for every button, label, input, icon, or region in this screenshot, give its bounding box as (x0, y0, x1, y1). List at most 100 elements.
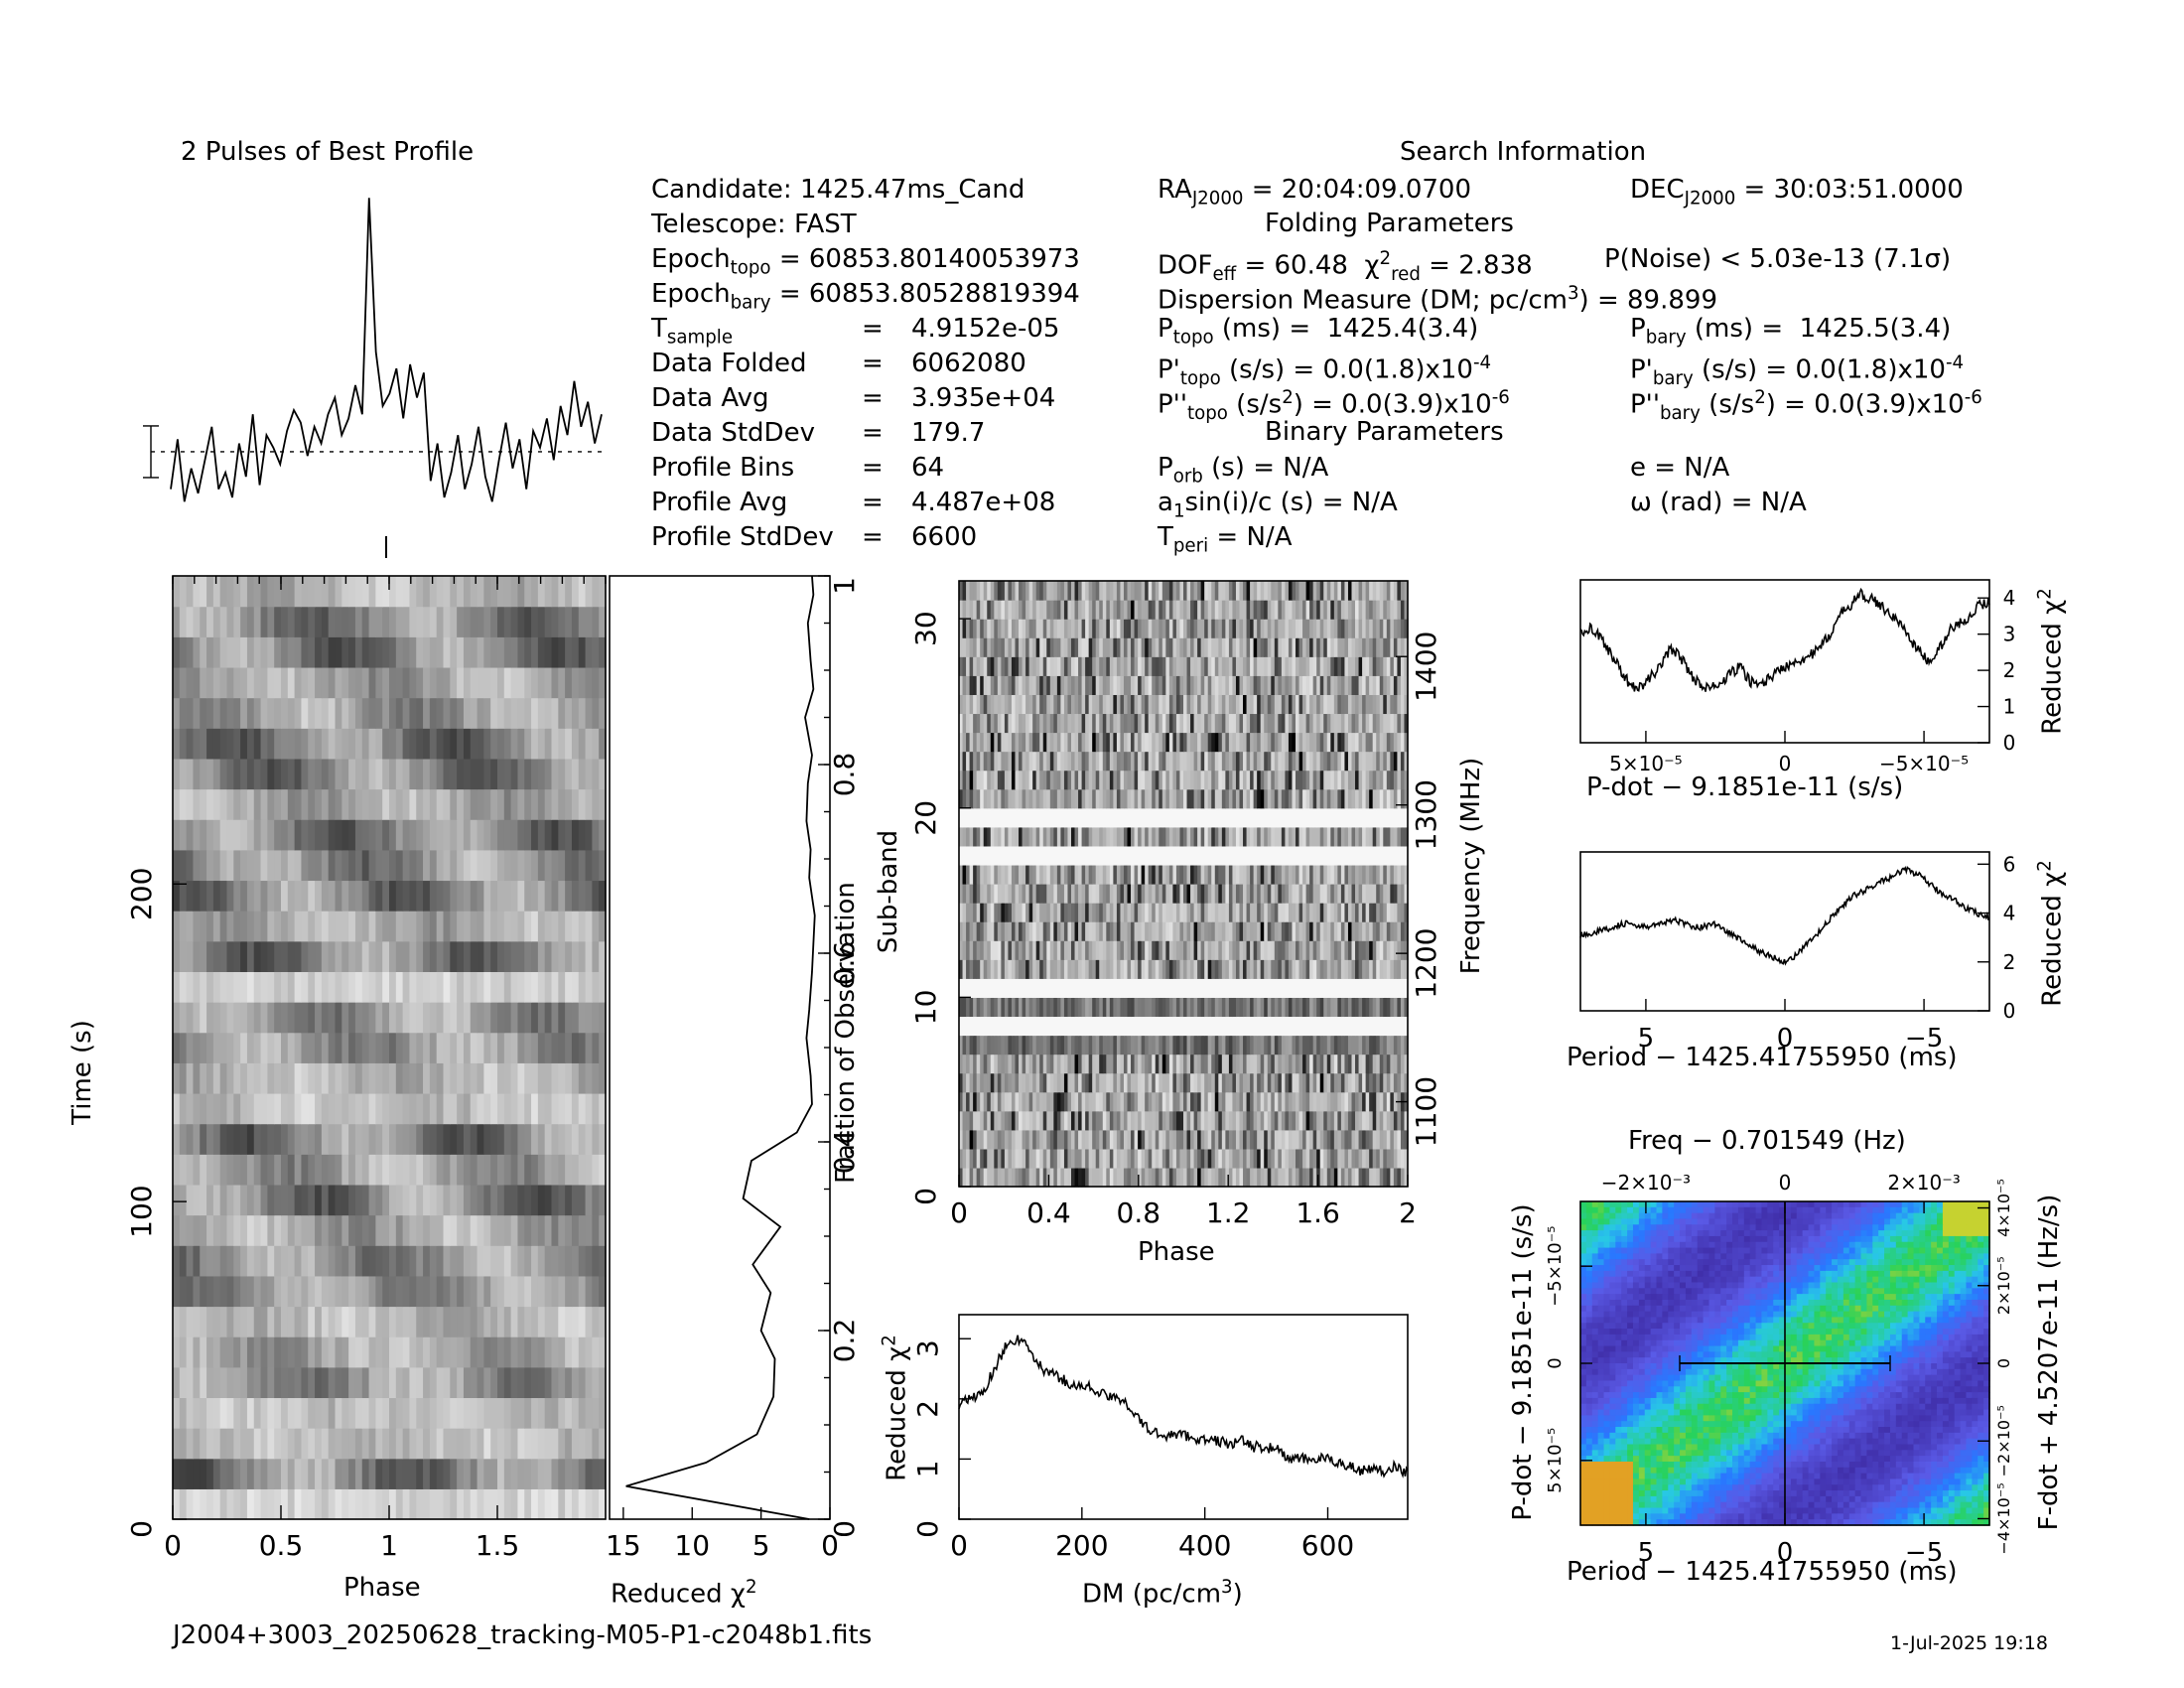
subband-cell (1355, 1016, 1360, 1037)
greyscale-cell (173, 576, 181, 608)
subband-cell (962, 940, 967, 960)
greyscale-cell (578, 1397, 587, 1429)
greyscale-cell (551, 1245, 559, 1277)
greyscale-cell (240, 880, 248, 912)
greyscale-cell (395, 1428, 404, 1460)
greyscale-cell (463, 1184, 472, 1216)
subband-cell (1039, 864, 1044, 885)
greyscale-cell (450, 1366, 458, 1399)
subband-cell (1106, 845, 1111, 866)
subband-cell (1393, 845, 1399, 866)
subband-cell (1123, 921, 1129, 941)
greyscale-cell (463, 606, 472, 637)
subband-cell (1309, 807, 1314, 828)
subband-cell (1400, 1167, 1406, 1188)
subband-cell (1264, 1167, 1269, 1188)
subband-cell (1386, 807, 1391, 828)
subband-cell (1267, 903, 1272, 922)
greyscale-cell (483, 606, 491, 637)
subband-cell (1246, 788, 1251, 809)
subband-cell (1113, 1054, 1118, 1074)
subband-cell (1179, 807, 1184, 828)
greyscale-cell (354, 728, 363, 760)
greyscale-cell (565, 1336, 573, 1368)
subband-cell (1323, 788, 1328, 809)
greyscale-cell (348, 1366, 356, 1399)
subband-cell (1099, 1167, 1104, 1188)
subband-cell (1067, 1054, 1072, 1074)
greyscale-cell (537, 1458, 546, 1489)
greyscale-cell (219, 606, 228, 637)
subband-cell (1246, 1167, 1251, 1188)
greyscale-cell (450, 1245, 458, 1277)
greyscale-cell (389, 1062, 397, 1094)
subband-cell (1165, 1091, 1170, 1112)
greyscale-cell (503, 1184, 512, 1216)
subband-cell (1319, 1110, 1324, 1131)
subband-cell (1053, 997, 1058, 1018)
greyscale-cell (179, 1336, 188, 1368)
subband-cell (1221, 903, 1226, 922)
greyscale-cell (354, 1458, 363, 1489)
greyscale-cell (308, 1306, 316, 1337)
greyscale-cell (354, 697, 363, 729)
subband-cell (983, 1016, 988, 1037)
greyscale-cell (537, 728, 546, 760)
subband-cell (1179, 978, 1184, 998)
greyscale-cell (551, 636, 559, 668)
subband-cell (1369, 1091, 1374, 1112)
greyscale-cell (558, 1123, 566, 1155)
greyscale-cell (497, 697, 505, 729)
subband-cell (1288, 864, 1294, 885)
subband-cell (1330, 978, 1335, 998)
subband-cell (1278, 1091, 1283, 1112)
greyscale-cell (186, 1488, 195, 1520)
subband-cell (1246, 1091, 1251, 1112)
greyscale-cell (571, 1154, 580, 1186)
subband-cell (1039, 807, 1044, 828)
subband-cell (1197, 788, 1202, 809)
subband-cell (1049, 940, 1054, 960)
subband-cell (1053, 884, 1058, 904)
greyscale-cell (274, 819, 282, 851)
subband-cell (1193, 997, 1198, 1018)
subband-cell (1344, 940, 1349, 960)
subband-cell (1228, 1035, 1234, 1055)
subband-cell (1365, 1110, 1370, 1131)
greyscale-cell (558, 1245, 566, 1277)
greyscale-cell (341, 1428, 349, 1460)
greyscale-cell (571, 849, 580, 882)
greyscale-cell (260, 1092, 268, 1125)
subband-cell (1305, 770, 1310, 790)
subband-cell (1281, 770, 1287, 790)
subband-cell (1228, 978, 1234, 998)
subband-cell (1165, 903, 1170, 922)
subband-cell (1046, 864, 1051, 885)
subband-cell (1285, 921, 1290, 941)
subband-cell (1152, 997, 1157, 1018)
subband-cell (1228, 1072, 1234, 1093)
subband-cell (1305, 903, 1310, 922)
subband-cell (1042, 884, 1047, 904)
subband-cell (1060, 959, 1065, 979)
greyscale-cell (558, 728, 566, 760)
greyscale-cell (450, 728, 458, 760)
subband-cell (1088, 1110, 1093, 1131)
subband-cell (1260, 1110, 1265, 1131)
subband-cell (1015, 751, 1020, 772)
subband-cell (1296, 1110, 1300, 1131)
subband-cell (1319, 997, 1324, 1018)
subband-cell (1190, 1110, 1195, 1131)
greyscale-cell (335, 1123, 342, 1155)
subband-cell (1340, 864, 1346, 885)
subband-cell (1159, 1110, 1163, 1131)
subband-cell (983, 751, 988, 772)
phase-tick-label: 1.5 (476, 1529, 520, 1562)
subband-cell (1074, 1110, 1079, 1131)
greyscale-cell (544, 1002, 553, 1034)
greyscale-cell (551, 1336, 559, 1368)
greyscale-cell (368, 1366, 376, 1399)
subband-cell (1032, 1054, 1037, 1074)
greyscale-cell (443, 1336, 451, 1368)
greyscale-cell (483, 971, 491, 1003)
